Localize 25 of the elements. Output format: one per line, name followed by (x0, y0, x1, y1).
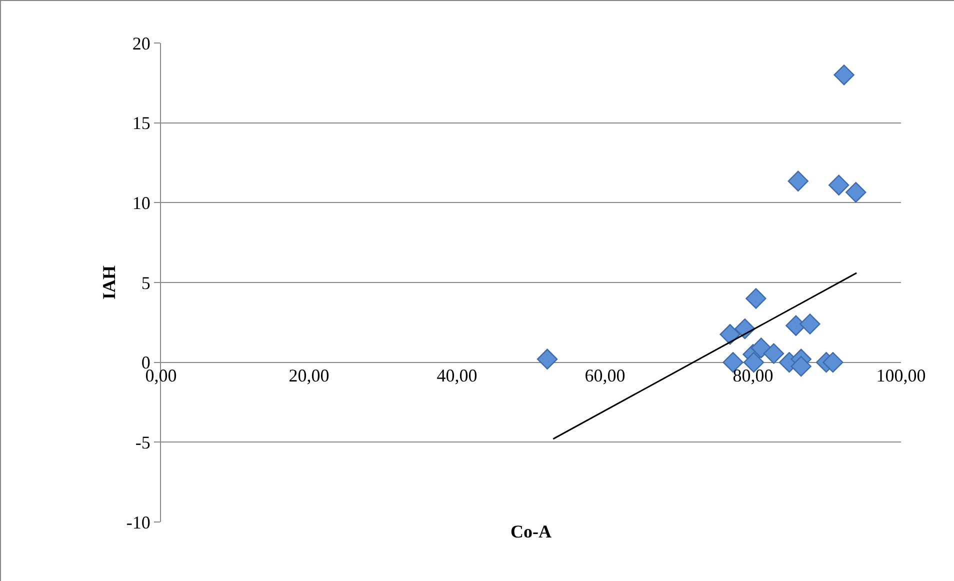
y-tick-label: 5 (141, 272, 150, 293)
y-tick-label: 15 (132, 113, 150, 134)
point (834, 64, 854, 86)
point (790, 356, 812, 377)
point (750, 338, 772, 358)
point (763, 343, 784, 364)
x-tick-label: 60,00 (584, 365, 626, 386)
x-tick-label: 20,00 (288, 365, 330, 386)
point (822, 352, 844, 373)
point (828, 174, 850, 196)
point (720, 324, 740, 345)
y-tick-label: -10 (126, 512, 150, 532)
point (800, 314, 820, 334)
point (846, 182, 866, 203)
y-tick-label: 20 (132, 33, 150, 54)
x-tick-label: 80,00 (732, 365, 774, 386)
point (746, 288, 766, 309)
x-tick-label: 40,00 (436, 365, 478, 386)
x-tick-label: 100,00 (876, 365, 926, 386)
y-tick-label: -5 (135, 432, 150, 452)
point (788, 170, 808, 192)
y-tick-label: 10 (132, 192, 150, 213)
point (536, 348, 558, 370)
y-axis-title: IAH (99, 265, 119, 300)
x-axis-title: Co-A (510, 521, 552, 542)
